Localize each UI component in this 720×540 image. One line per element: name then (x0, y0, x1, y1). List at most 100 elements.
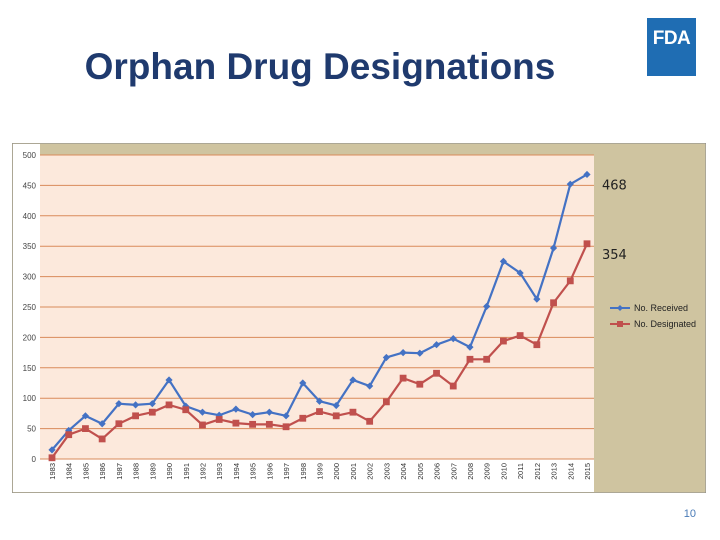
x-tick-label: 2010 (499, 463, 508, 480)
x-tick-label: 2005 (416, 463, 425, 480)
data-point-designated (199, 421, 206, 429)
data-point-designated (282, 423, 290, 431)
data-point-designated (165, 401, 173, 409)
x-tick-label: 1993 (215, 463, 224, 480)
data-point-designated (433, 369, 440, 377)
fda-logo: FDA (647, 18, 696, 76)
data-point-received (265, 408, 273, 416)
data-point-received (466, 343, 474, 351)
orphan-drug-chart: 0 50 100 150 200 250 300 350 400 450 500 1983 1984 19… (11, 142, 707, 494)
data-point-designated (148, 408, 156, 416)
data-point-designated (65, 431, 73, 439)
data-point-designated (316, 408, 323, 415)
data-point-received (416, 349, 424, 357)
data-point-received (148, 400, 156, 408)
data-point-received (249, 411, 257, 419)
data-point-designated (98, 435, 106, 443)
x-tick-label: 2011 (516, 463, 525, 479)
x-tick-label: 2012 (533, 463, 542, 480)
data-point-designated (366, 417, 374, 425)
x-tick-label: 1985 (81, 463, 90, 480)
data-point-designated (232, 419, 240, 427)
data-point-designated (265, 420, 273, 428)
x-tick-label: 2014 (566, 463, 575, 480)
x-tick-label: 1992 (198, 463, 207, 480)
annotation-label: 354 (602, 248, 627, 263)
x-tick-label: 1991 (182, 463, 191, 480)
data-point-designated (349, 408, 357, 416)
x-tick-label: 2009 (483, 463, 492, 480)
legend-marker (617, 321, 623, 327)
x-tick-label: 2013 (550, 463, 559, 480)
x-tick-label: 1990 (165, 463, 174, 480)
data-point-received (315, 397, 324, 405)
x-tick-label: 1997 (282, 463, 291, 480)
data-point-received (533, 295, 541, 303)
x-tick-label: 1988 (132, 463, 141, 480)
x-tick-label: 2008 (466, 463, 475, 480)
legend-label: No. Designated (634, 319, 696, 329)
data-point-designated (332, 412, 340, 420)
x-tick-label: 2003 (382, 463, 391, 480)
page-number: 10 (683, 508, 696, 520)
data-point-designated (182, 406, 190, 414)
x-tick-label: 2002 (366, 463, 375, 480)
x-tick-label: 2004 (399, 463, 408, 480)
y-tick-label: 200 (23, 333, 37, 342)
y-tick-label: 300 (23, 273, 37, 282)
data-point-designated (533, 341, 541, 349)
x-tick-label: 1989 (148, 463, 157, 480)
y-tick-label: 150 (23, 364, 37, 373)
data-point-designated (215, 416, 223, 423)
data-point-designated (382, 398, 390, 406)
data-point-designated (48, 454, 56, 462)
x-tick-label: 2015 (583, 463, 592, 480)
y-tick-label: 0 (32, 455, 37, 464)
y-tick-label: 50 (27, 425, 36, 434)
x-tick-label: 2000 (332, 463, 341, 480)
annotation-label: 468 (602, 178, 627, 193)
data-point-received (81, 412, 90, 420)
data-point-designated (550, 299, 557, 307)
data-point-designated (483, 355, 491, 363)
data-point-designated (449, 382, 457, 390)
data-point-designated (516, 332, 524, 339)
legend-marker (617, 305, 623, 311)
data-point-received (583, 170, 591, 179)
page-title: Orphan Drug Designations (84, 46, 556, 87)
data-point-designated (566, 277, 574, 285)
x-tick-label: 1998 (299, 463, 308, 480)
y-axis-label-area (13, 144, 40, 492)
y-tick-label: 100 (23, 394, 37, 403)
x-tick-label: 1983 (48, 463, 57, 480)
data-point-designated (299, 414, 307, 422)
data-point-designated (132, 412, 139, 420)
x-tick-label: 1999 (316, 463, 325, 480)
x-tick-label: 1986 (98, 463, 107, 480)
data-point-designated (466, 355, 474, 363)
y-tick-label: 350 (23, 242, 37, 251)
y-tick-label: 250 (23, 303, 37, 312)
data-point-received (115, 400, 123, 408)
x-tick-label: 1984 (65, 463, 74, 480)
x-tick-label: 2006 (433, 463, 442, 480)
data-point-designated (416, 380, 424, 388)
data-point-received (566, 180, 574, 188)
x-tick-label: 1994 (232, 463, 241, 480)
data-point-received (299, 379, 307, 387)
data-point-received (332, 401, 340, 410)
x-tick-label: 2001 (349, 463, 358, 480)
data-point-designated (82, 425, 89, 432)
data-point-received (282, 412, 290, 420)
x-tick-label: 1996 (265, 463, 274, 480)
data-point-received (382, 353, 390, 362)
data-point-designated (249, 420, 257, 428)
data-point-received (131, 401, 140, 409)
fda-logo-text: FDA (652, 28, 691, 49)
legend-label: No. Received (634, 303, 688, 313)
data-point-received (232, 405, 240, 413)
chart-container: 0 50 100 150 200 250 300 350 400 450 500 1983 1984 19… (11, 142, 707, 494)
x-tick-label: 1995 (249, 463, 258, 480)
x-axis-label-area (13, 459, 594, 492)
data-point-designated (115, 420, 123, 428)
